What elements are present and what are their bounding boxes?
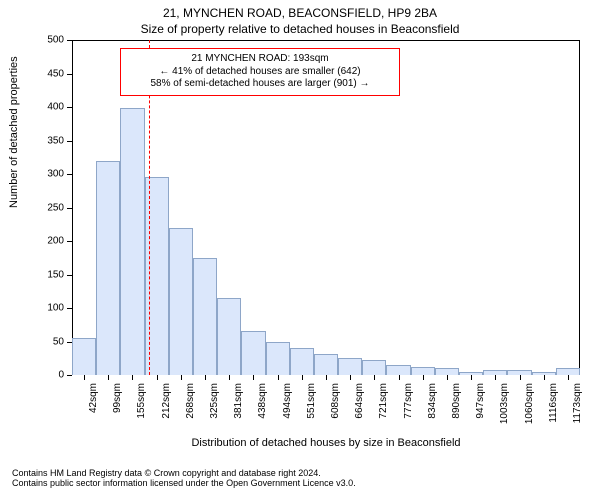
y-tick-label: 450 (34, 68, 64, 79)
y-tick-label: 200 (34, 236, 64, 247)
y-tick-label: 50 (34, 336, 64, 347)
histogram-bar (120, 108, 144, 375)
y-tick-label: 150 (34, 269, 64, 280)
histogram-bar (556, 368, 580, 375)
annotation-line: 21 MYNCHEN ROAD: 193sqm (125, 53, 395, 66)
histogram-bar (266, 342, 290, 376)
histogram-bar (96, 161, 120, 375)
y-tick-label: 500 (34, 35, 64, 46)
y-tick-label: 100 (34, 303, 64, 314)
annotation-box: 21 MYNCHEN ROAD: 193sqm← 41% of detached… (120, 48, 400, 96)
y-tick-label: 250 (34, 202, 64, 213)
histogram-bar (411, 367, 435, 375)
y-tick-label: 350 (34, 135, 64, 146)
histogram-bar (338, 358, 362, 375)
histogram-bar (169, 228, 193, 375)
y-tick-label: 0 (34, 370, 64, 381)
histogram-bar (241, 331, 265, 375)
x-axis-label: Distribution of detached houses by size … (72, 437, 580, 449)
y-tick-label: 400 (34, 102, 64, 113)
histogram-bar (314, 354, 338, 375)
chart-title-line2: Size of property relative to detached ho… (0, 22, 600, 36)
histogram-bar (290, 348, 314, 375)
histogram-bar (217, 298, 241, 375)
histogram-bar (72, 338, 96, 375)
annotation-line: 58% of semi-detached houses are larger (… (125, 78, 395, 91)
footer-line: Contains public sector information licen… (0, 478, 600, 488)
annotation-line: ← 41% of detached houses are smaller (64… (125, 66, 395, 79)
histogram-bar (386, 365, 410, 375)
footer-attribution: Contains HM Land Registry data © Crown c… (0, 468, 600, 488)
y-tick-label: 300 (34, 169, 64, 180)
histogram-bar (193, 258, 217, 375)
chart-container: { "canvas": { "width": 600, "height": 50… (0, 0, 600, 500)
histogram-bar (362, 360, 386, 375)
footer-line: Contains HM Land Registry data © Crown c… (0, 468, 600, 478)
chart-title-line1: 21, MYNCHEN ROAD, BEACONSFIELD, HP9 2BA (0, 6, 600, 20)
histogram-bar (435, 368, 459, 375)
